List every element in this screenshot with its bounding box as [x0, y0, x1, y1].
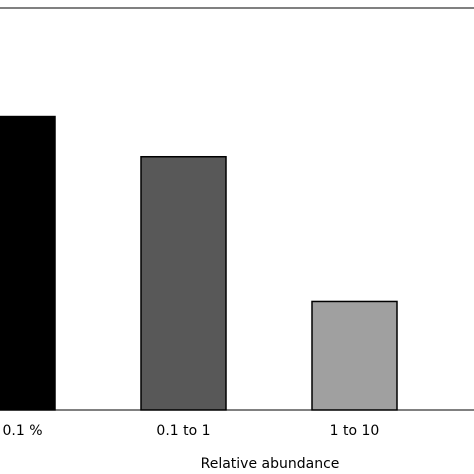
- bar: [140, 155, 227, 411]
- x-axis-title: Relative abundance: [201, 456, 340, 472]
- x-tick-label: 0.1 to 1: [156, 423, 210, 439]
- x-tick-label: 0.1 %: [2, 423, 42, 439]
- bar: [0, 115, 56, 411]
- x-tick-label: 1 to 10: [330, 423, 380, 439]
- bar: [311, 300, 398, 411]
